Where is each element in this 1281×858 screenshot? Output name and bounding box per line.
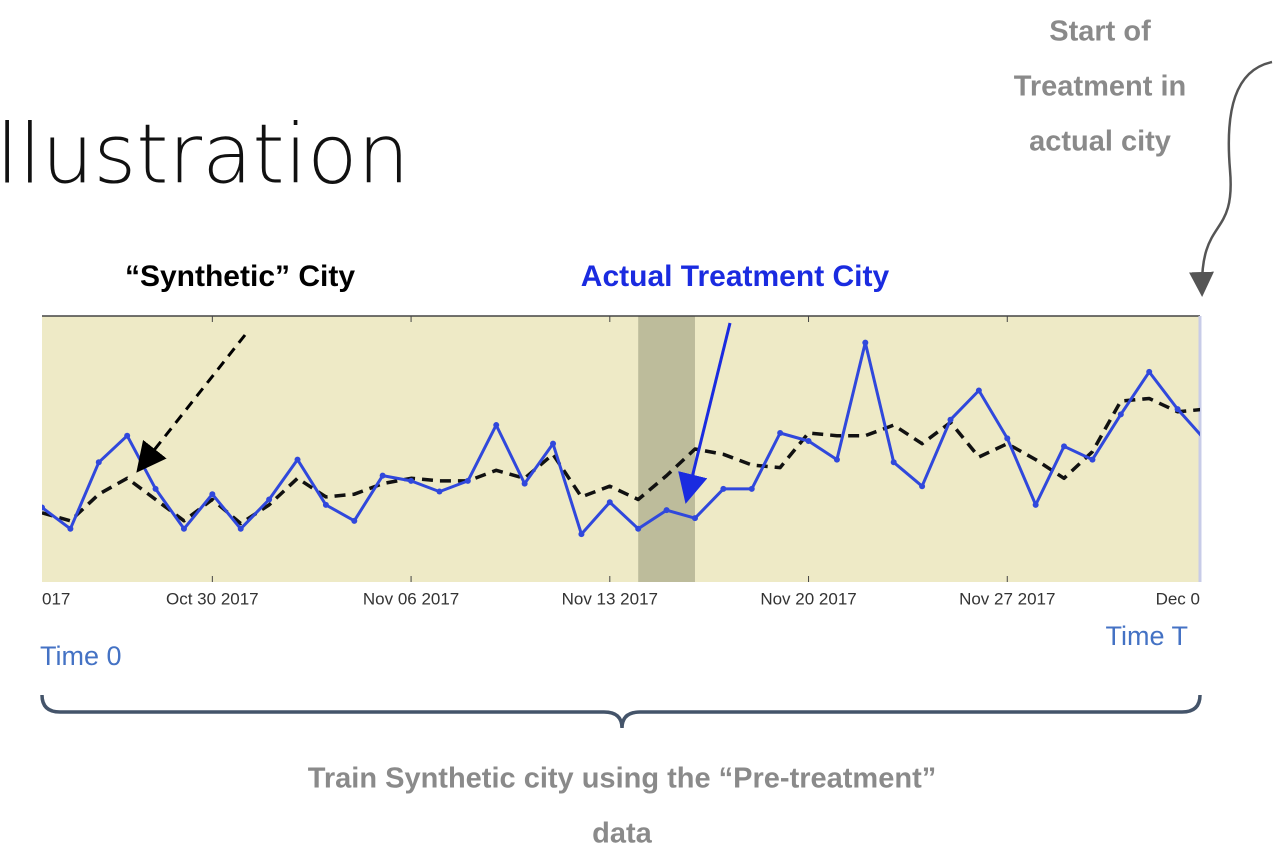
- data-point: [635, 525, 642, 532]
- x-tick-label: 017: [42, 589, 70, 608]
- data-point: [833, 456, 840, 463]
- data-point: [237, 525, 244, 532]
- annotation: Start of: [1049, 16, 1151, 48]
- x-tick-label: Dec 0: [1156, 589, 1200, 608]
- brace: [40, 694, 1202, 729]
- data-point: [663, 507, 670, 514]
- data-point: [67, 525, 74, 532]
- data-point: [975, 387, 982, 394]
- data-point: [578, 531, 585, 538]
- x-tick-label: Oct 30 2017: [166, 589, 259, 608]
- data-point: [464, 477, 471, 484]
- data-point: [493, 422, 500, 429]
- annotation: actual city: [1029, 126, 1171, 158]
- slide-title: llustration: [0, 108, 409, 203]
- data-point: [550, 440, 557, 447]
- data-point: [351, 517, 358, 524]
- data-point: [124, 432, 131, 439]
- data-point: [152, 485, 159, 492]
- data-point: [1117, 411, 1124, 418]
- data-point: [720, 485, 727, 492]
- data-point: [1032, 501, 1039, 508]
- data-point: [805, 438, 812, 445]
- data-point: [1174, 406, 1181, 413]
- annotation: Train Synthetic city using the “Pre-trea…: [308, 763, 936, 795]
- arrow: [1188, 60, 1273, 297]
- x-tick-label: Nov 20 2017: [760, 589, 856, 608]
- plot-area: 017 Oct 30 2017 Nov 06 2017 Nov 13 2017 Nov …: [42, 315, 1209, 608]
- data-point: [209, 491, 216, 498]
- data-point: [777, 430, 784, 437]
- annotation: Treatment in: [1014, 71, 1186, 103]
- series-label: “Synthetic” City: [125, 260, 355, 293]
- plot-background: [42, 316, 1200, 582]
- data-point: [180, 525, 187, 532]
- data-point: [919, 483, 926, 490]
- data-point: [691, 515, 698, 522]
- data-point: [1089, 456, 1096, 463]
- series-label: Actual Treatment City: [581, 260, 890, 293]
- data-point: [95, 459, 102, 466]
- data-point: [1004, 435, 1011, 442]
- series-line: [42, 341, 1200, 536]
- data-point: [1146, 368, 1153, 375]
- arrow: [678, 322, 732, 504]
- data-point: [266, 496, 273, 503]
- data-point: [322, 501, 329, 508]
- data-point: [862, 339, 869, 346]
- time-label: Time 0: [40, 641, 122, 671]
- data-point: [42, 504, 45, 511]
- data-point: [294, 456, 301, 463]
- data-point: [947, 416, 954, 423]
- x-tick-label: Nov 13 2017: [562, 589, 658, 608]
- x-tick-label: Nov 27 2017: [959, 589, 1055, 608]
- data-point: [748, 485, 755, 492]
- data-point: [1203, 438, 1209, 444]
- data-point: [521, 480, 528, 487]
- x-tick-label: Nov 06 2017: [363, 589, 459, 608]
- data-point: [1061, 443, 1068, 450]
- highlight-span: [638, 316, 695, 582]
- annotation: data: [592, 818, 653, 850]
- data-point: [890, 459, 897, 466]
- series-group: [42, 339, 1209, 538]
- time-label: Time T: [1105, 621, 1188, 651]
- data-point: [436, 488, 443, 495]
- data-point: [379, 472, 386, 479]
- arrow: [136, 334, 247, 473]
- data-point: [408, 477, 415, 484]
- data-point: [606, 499, 613, 506]
